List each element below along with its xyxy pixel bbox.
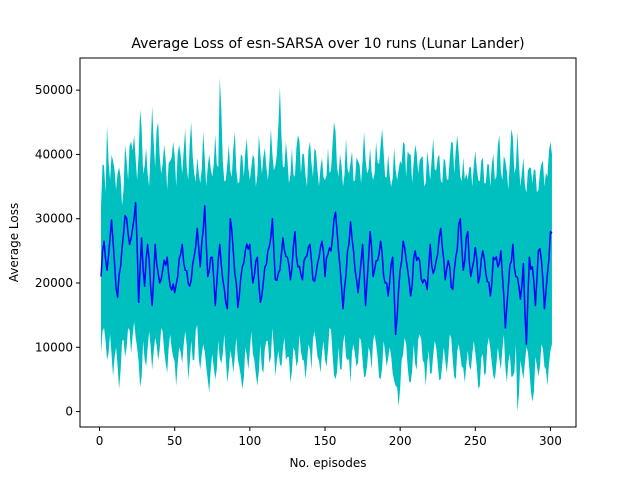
plot-layer <box>100 77 553 412</box>
plot-frame <box>79 57 577 428</box>
y-tick-label: 40000 <box>35 147 73 161</box>
mean-loss-line <box>100 201 553 345</box>
x-tick-label: 0 <box>96 434 104 448</box>
x-tick-label: 50 <box>167 434 182 448</box>
y-tick-label: 50000 <box>35 83 73 97</box>
chart-title: Average Loss of esn-SARSA over 10 runs (… <box>131 36 524 52</box>
x-tick-label: 300 <box>539 434 562 448</box>
x-tick-label: 200 <box>389 434 412 448</box>
x-axis-ticks: 0 50 100 150 200 250 300 <box>96 427 562 448</box>
y-tick-label: 10000 <box>35 340 73 354</box>
x-tick-label: 250 <box>464 434 487 448</box>
y-tick-label: 20000 <box>35 276 73 290</box>
x-tick-label: 100 <box>238 434 261 448</box>
y-axis-label: Average Loss <box>7 203 21 282</box>
std-band-area <box>101 77 552 412</box>
x-tick-label: 150 <box>314 434 337 448</box>
x-axis-label: No. episodes <box>290 456 367 470</box>
y-tick-label: 30000 <box>35 212 73 226</box>
y-tick-label: 0 <box>65 405 73 419</box>
y-axis-ticks: 0 10000 20000 30000 40000 50000 <box>35 83 80 419</box>
